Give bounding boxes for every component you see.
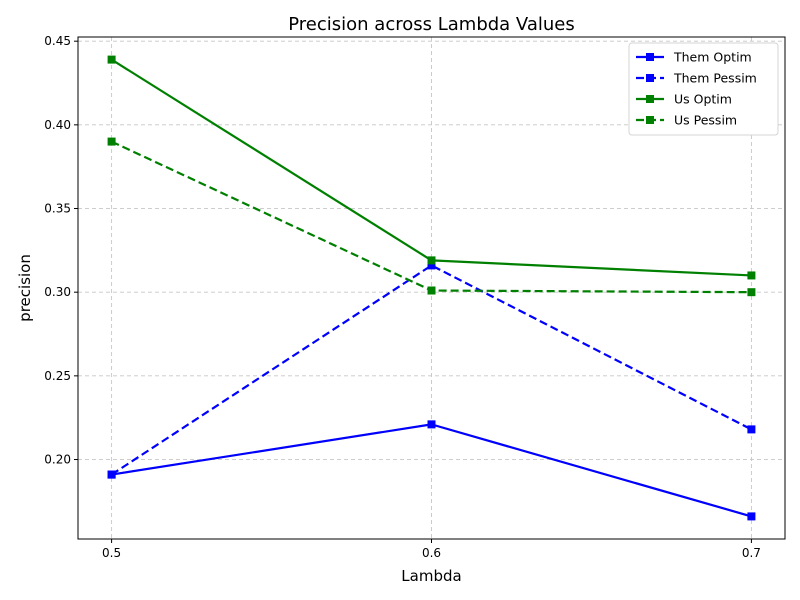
x-tick-label: 0.6 — [422, 546, 441, 560]
series-them-pessim — [107, 261, 756, 479]
legend-item: Them Pessim — [636, 71, 757, 86]
legend-label: Us Optim — [674, 92, 732, 107]
series-us-pessim — [107, 137, 756, 297]
data-point-marker — [107, 137, 116, 146]
legend-item: Us Optim — [636, 92, 732, 107]
legend-label: Them Pessim — [673, 71, 757, 86]
data-point-marker — [427, 256, 436, 265]
legend-label: Us Pessim — [674, 113, 737, 128]
legend-marker — [646, 53, 654, 61]
legend-item: Us Pessim — [636, 113, 737, 128]
y-axis-label: precision — [16, 254, 34, 322]
legend-marker — [646, 95, 654, 103]
y-tick-label: 0.45 — [44, 34, 71, 48]
series-us-optim — [107, 55, 756, 280]
chart-title: Precision across Lambda Values — [288, 14, 574, 35]
y-tick-label: 0.35 — [44, 202, 71, 216]
y-tick-label: 0.30 — [44, 285, 71, 299]
legend-box — [628, 42, 779, 136]
legend-marker — [646, 116, 654, 124]
data-point-marker — [427, 286, 436, 295]
data-point-marker — [427, 261, 436, 270]
legend-label: Them Optim — [673, 50, 752, 65]
y-tick-label: 0.40 — [44, 118, 71, 132]
data-point-marker — [747, 271, 756, 280]
data-point-marker — [747, 425, 756, 434]
series-line — [110, 264, 752, 476]
x-tick-label: 0.7 — [742, 546, 761, 560]
data-point-marker — [107, 470, 116, 479]
legend-item: Them Optim — [636, 50, 752, 65]
data-point-marker — [427, 420, 436, 429]
legend-marker — [646, 74, 654, 82]
tick-layer: 0.5 0.6 0.7 0.20 0.25 0.30 0.35 0.40 0.45 — [44, 34, 761, 560]
x-axis-label: Lambda — [401, 567, 461, 585]
legend: Them Optim Them Pessim Us Optim Us Pessim — [628, 42, 779, 136]
x-tick-label: 0.5 — [102, 546, 121, 560]
data-point-marker — [747, 288, 756, 297]
series-layer — [107, 55, 756, 521]
y-tick-label: 0.25 — [44, 369, 71, 383]
data-point-marker — [107, 55, 116, 64]
y-tick-label: 0.20 — [44, 453, 71, 467]
data-point-marker — [747, 512, 756, 521]
